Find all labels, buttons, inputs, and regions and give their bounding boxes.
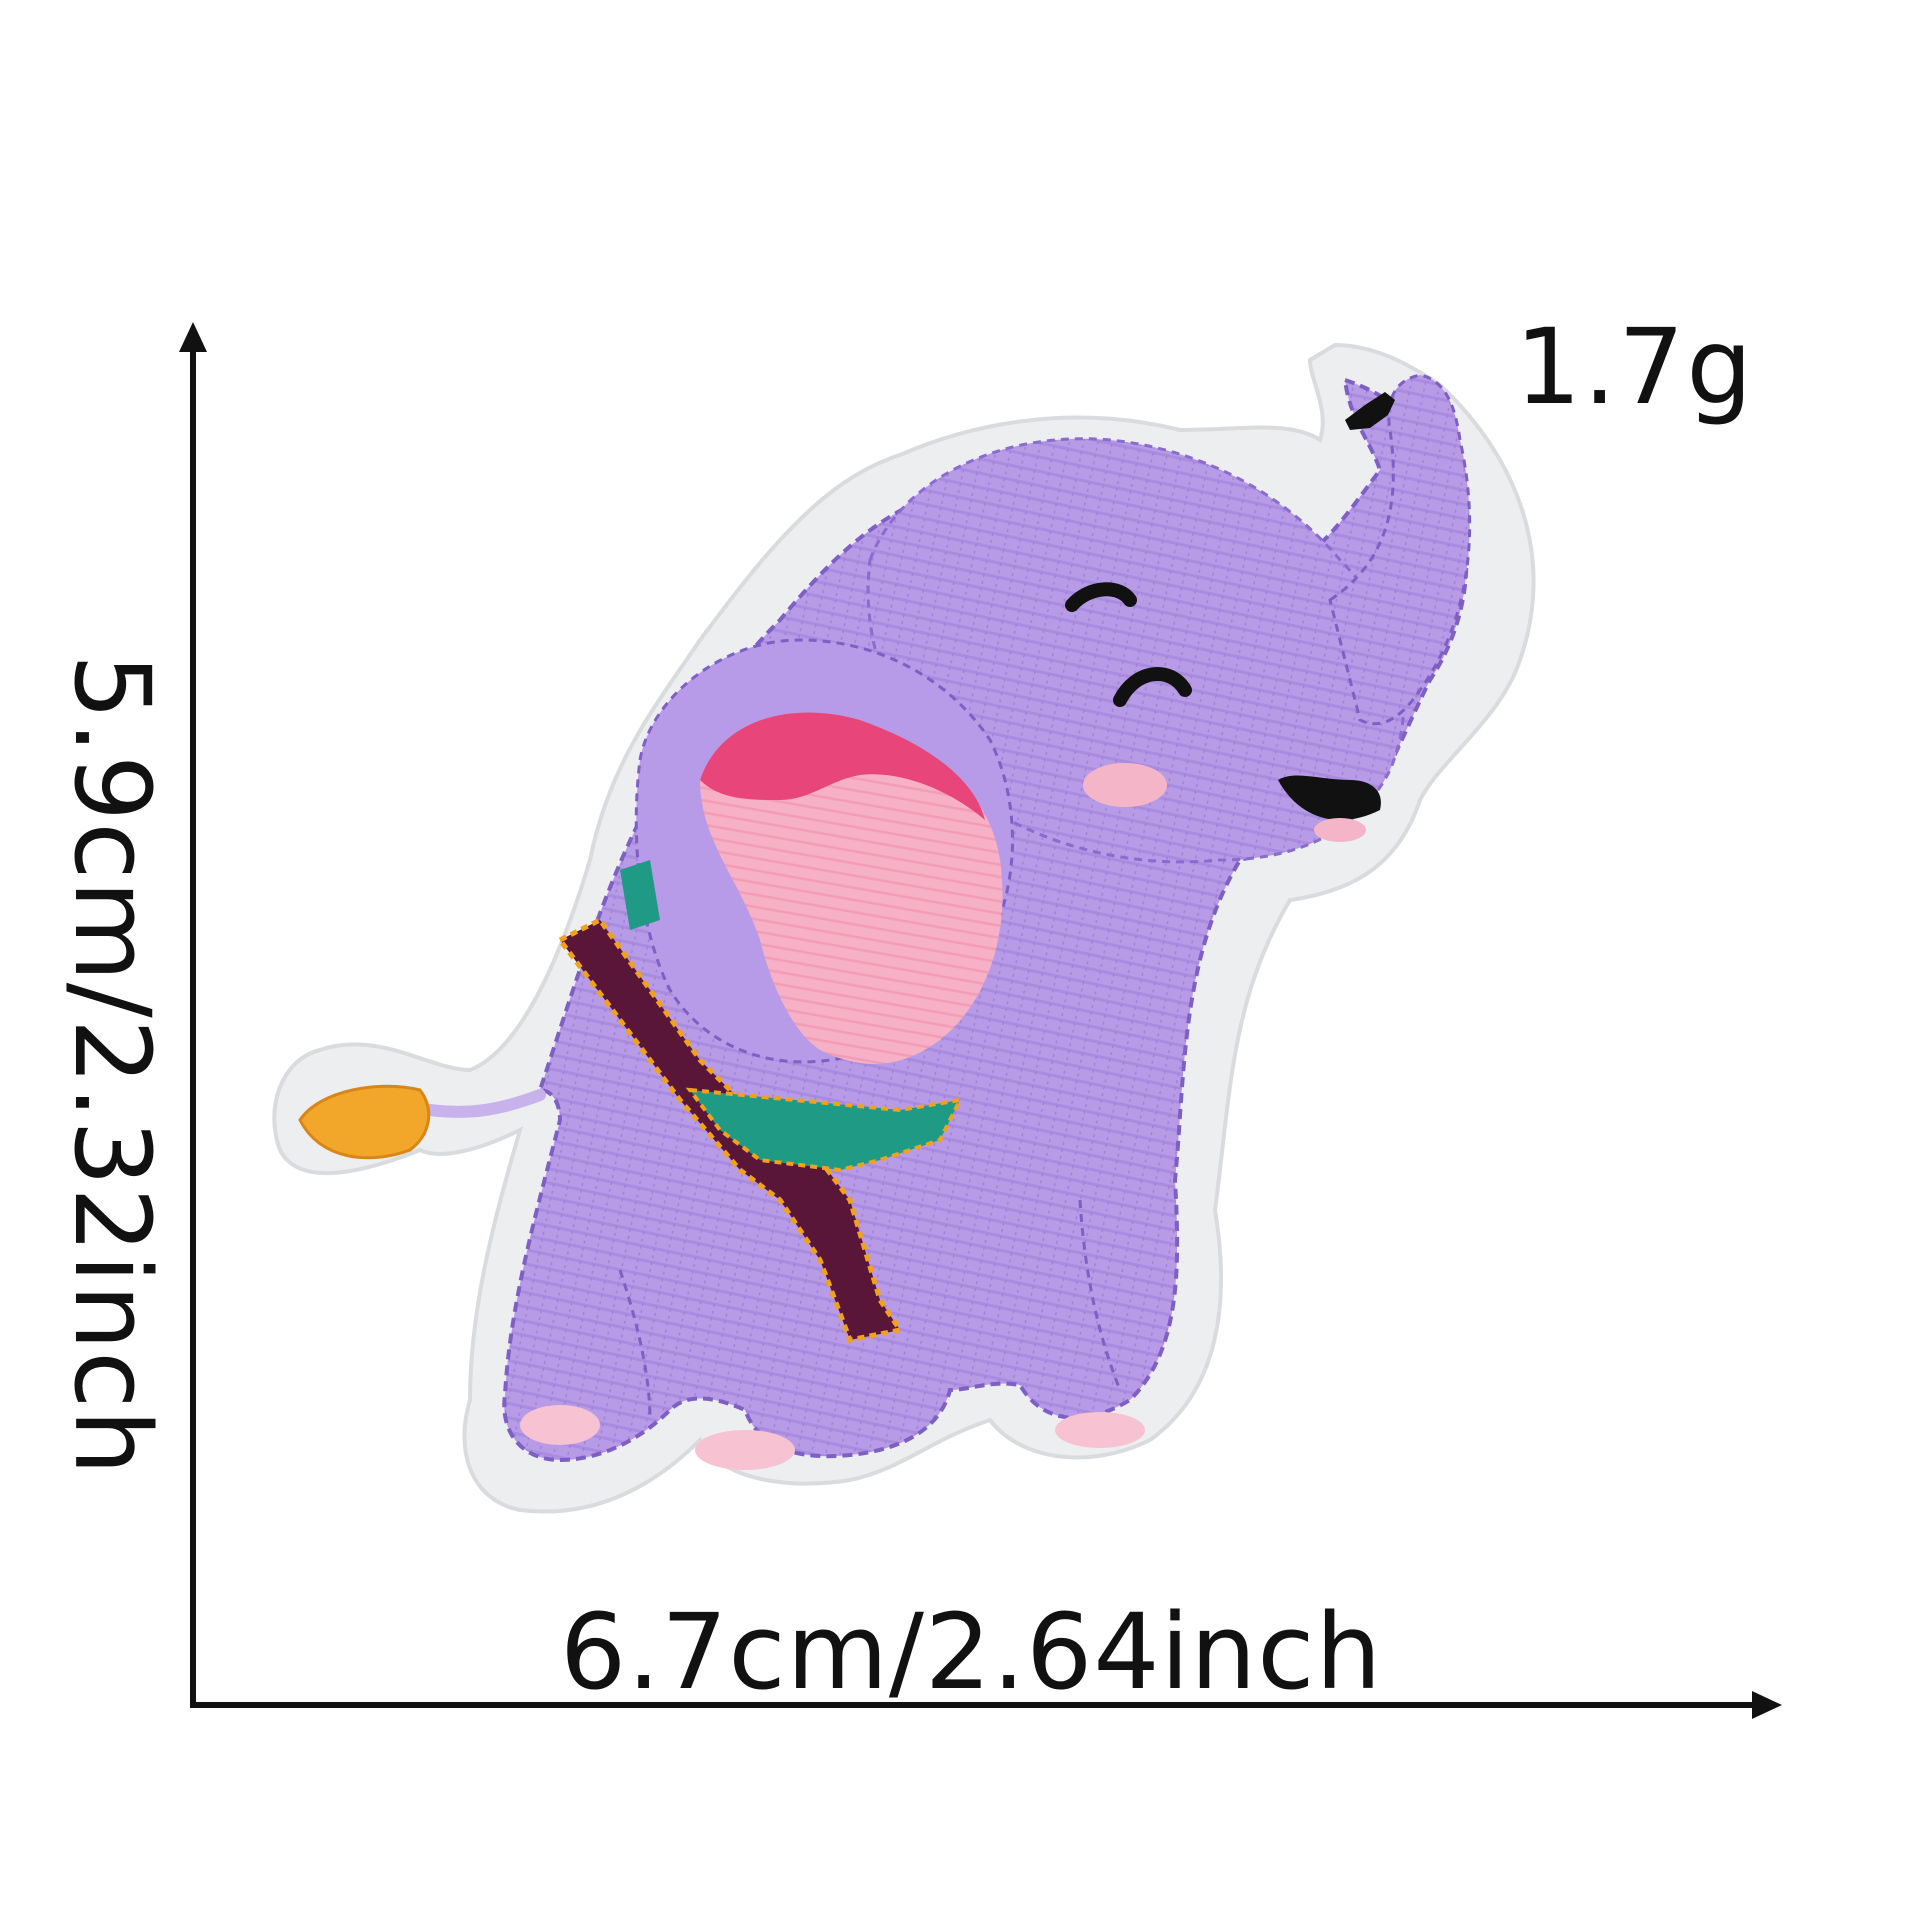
blanket-green [685,1087,964,1173]
width-arrow [190,1691,1782,1719]
mouth [1278,775,1381,820]
blanket-green-top [620,860,660,930]
cheek [1083,763,1167,807]
leg-seam-back [618,1269,652,1421]
height-arrow-head [179,322,207,352]
toenail [520,1405,600,1445]
ear-inner [700,712,1003,1064]
weight-label: 1.7g [1515,306,1755,428]
elephant-patch [272,342,1536,1514]
eye-right [1113,667,1192,707]
elephant-trunk [1328,373,1472,726]
height-arrow [179,322,207,1705]
elephant-tail [424,1089,546,1118]
width-dimension-label: 6.7cm/2.64inch [560,1591,1383,1713]
trunk-tip [1345,392,1395,430]
toenail [1055,1412,1145,1448]
eye-left [1065,582,1137,612]
width-arrow-head [1752,1691,1782,1719]
mouth-tongue [1314,818,1366,842]
toenail [695,1430,795,1470]
tail-tuft [298,1084,431,1160]
ear-rim [700,712,985,820]
leg-seam-front [1078,1199,1122,1391]
height-dimension-label: 5.9cm/2.32inch [51,653,173,1477]
